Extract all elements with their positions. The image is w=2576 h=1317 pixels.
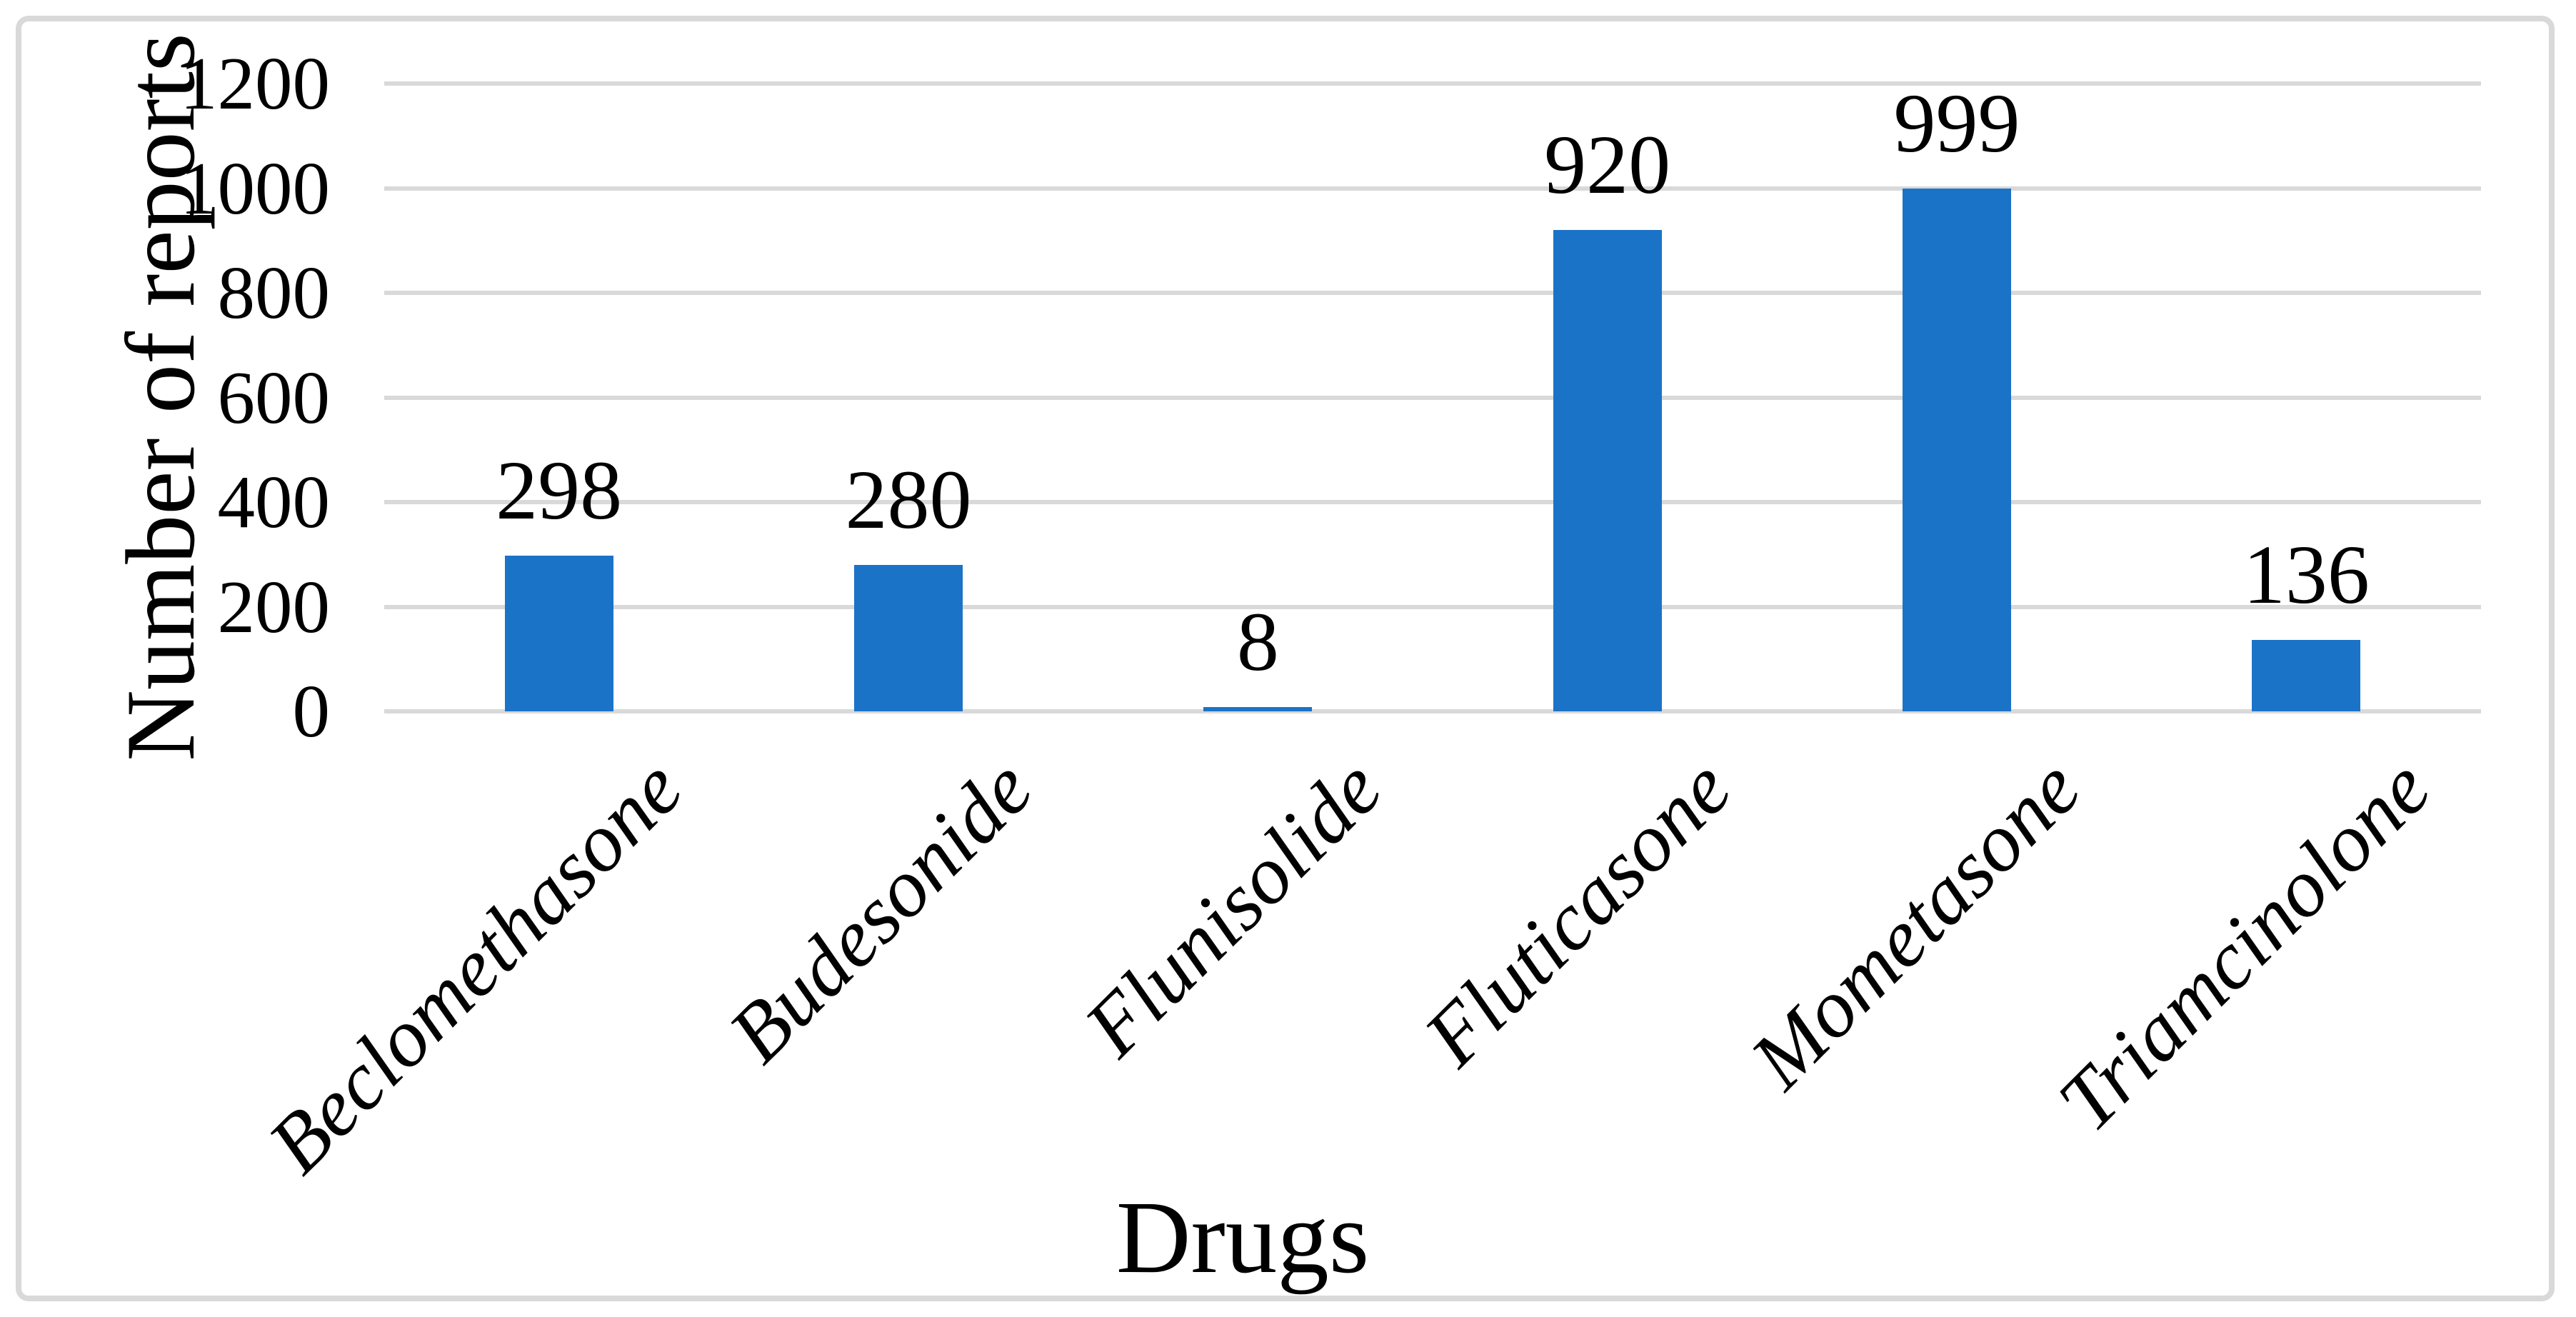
- bar-value-label-beclomethasone: 298: [496, 444, 623, 537]
- bar-fluticasone: [1553, 230, 1662, 711]
- y-tick-label-0: 0: [292, 669, 331, 753]
- chart-frame: [16, 16, 2555, 1301]
- bar-beclomethasone: [504, 556, 613, 711]
- y-tick-label-1200: 1200: [180, 41, 330, 125]
- bar-value-label-flunisolide: 8: [1236, 595, 1279, 688]
- bar-value-label-budesonide: 280: [845, 453, 972, 546]
- bar-value-label-triamcinolone: 136: [2242, 528, 2370, 621]
- gridline-y-400: [384, 500, 2481, 504]
- y-tick-label-600: 600: [217, 355, 331, 439]
- gridline-y-200: [384, 604, 2481, 609]
- bar-value-label-mometasone: 999: [1893, 76, 2020, 170]
- y-tick-label-400: 400: [217, 460, 331, 544]
- y-tick-label-1000: 1000: [180, 146, 330, 230]
- x-axis-title: Drugs: [1116, 1181, 1370, 1295]
- y-tick-label-800: 800: [217, 251, 331, 334]
- gridline-y-1200: [384, 81, 2481, 86]
- gridline-y-1000: [384, 186, 2481, 191]
- bar-value-label-fluticasone: 920: [1544, 118, 1671, 211]
- bar-budesonide: [854, 565, 963, 711]
- gridline-y-600: [384, 395, 2481, 400]
- bar-triamcinolone: [2252, 640, 2361, 711]
- bar-flunisolide: [1203, 707, 1313, 711]
- gridline-y-0: [384, 709, 2481, 713]
- gridline-y-800: [384, 291, 2481, 295]
- bar-mometasone: [1903, 189, 2011, 711]
- y-tick-label-200: 200: [217, 564, 331, 649]
